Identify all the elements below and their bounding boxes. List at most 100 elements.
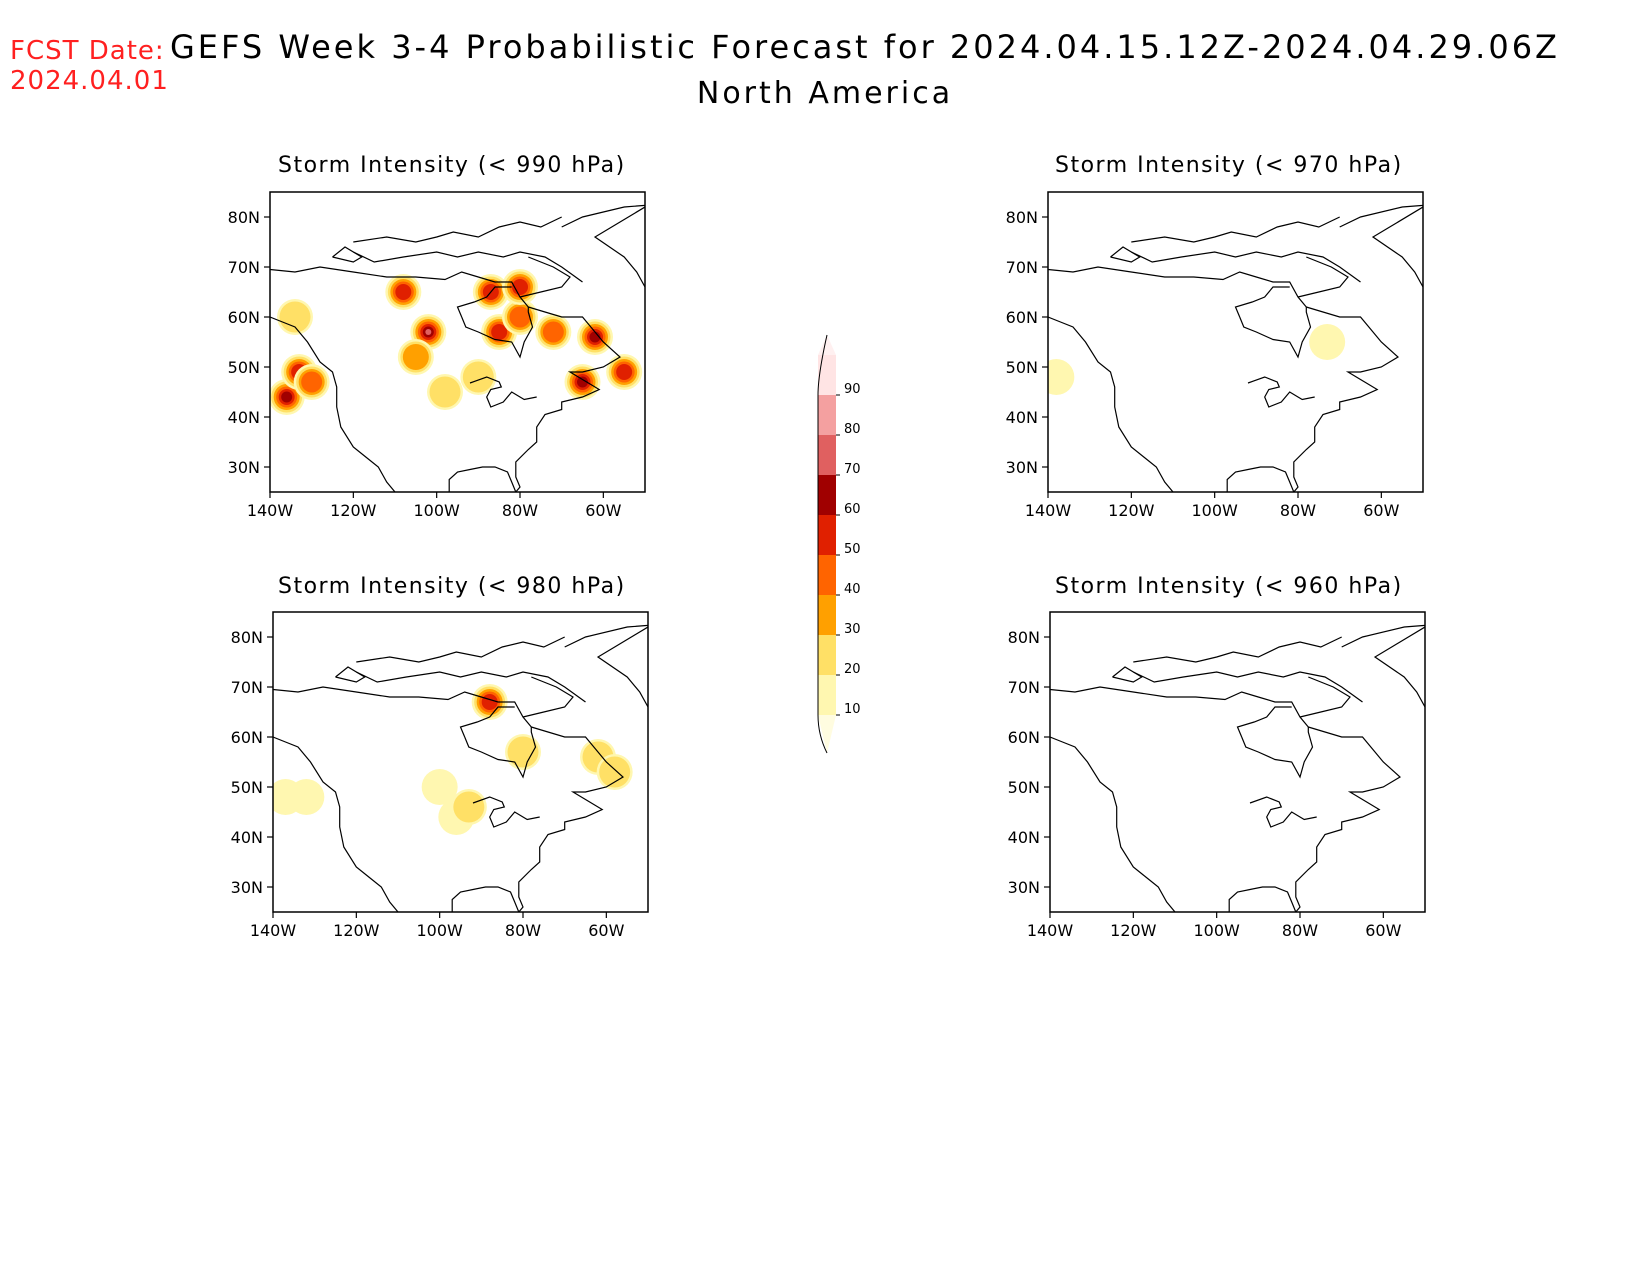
colorbar-label: 40 [844, 582, 861, 597]
lat-tick-label: 60N [231, 728, 263, 747]
coast-segment-8 [356, 671, 586, 703]
coastline [273, 624, 648, 912]
prob-blob-10-40 [542, 321, 564, 343]
map-frame [1049, 611, 1426, 913]
lat-tick-label: 60N [228, 308, 260, 327]
prob-blob-6-10 [421, 769, 458, 805]
coast-segment-0 [1050, 736, 1176, 912]
coast-segment-6 [1339, 204, 1423, 288]
lat-tick-label: 70N [1008, 678, 1040, 697]
colorbar-label: 90 [844, 382, 861, 397]
colorbar-label: 10 [844, 702, 861, 717]
colorbar-label: 30 [844, 622, 861, 637]
prob-blob-13-50 [616, 364, 633, 380]
coast-segment-6 [564, 624, 648, 708]
coast-segment-8 [353, 251, 583, 283]
coast-segment-8 [1133, 671, 1363, 703]
coast-segment-10 [1247, 376, 1315, 408]
prob-blob-3-20 [279, 301, 311, 333]
lon-tick-label: 100W [1193, 921, 1240, 940]
map-panel-970: 80N 70N 60N 50N 40N 30N 140W 120W 100W 80W 60W [1006, 191, 1424, 520]
lon-tick-label: 120W [1108, 501, 1155, 520]
coast-segment-1 [270, 266, 529, 308]
coast-segment-2 [1241, 727, 1314, 779]
coast-segment-1 [1050, 686, 1309, 728]
page-title: GEFS Week 3-4 Probabilistic Forecast for… [170, 28, 1560, 66]
coast-segment-5 [448, 466, 517, 492]
prob-blob-12-60 [577, 376, 588, 388]
coast-segment-5 [451, 886, 520, 912]
colorbar-swatch-60 [818, 475, 836, 515]
lat-tick-label: 70N [228, 258, 260, 277]
coast-segment-3 [1236, 706, 1292, 738]
map-frame [272, 611, 649, 913]
colorbar-label: 50 [844, 542, 861, 557]
coast-segment-7 [353, 216, 562, 243]
coast-segment-5 [1226, 466, 1295, 492]
colorbar-swatch-20 [818, 635, 836, 675]
colorbar-bottom-cap [818, 715, 836, 753]
coastline [270, 204, 645, 492]
lat-tick-label: 70N [1006, 258, 1038, 277]
prob-blob-2-40 [301, 371, 323, 393]
map-frame [269, 191, 646, 493]
prob-blob-0-10 [1048, 359, 1075, 395]
prob-blob-5-70 [425, 329, 432, 335]
prob-blob-5-10 [288, 779, 325, 815]
prob-blob-8-50 [491, 324, 508, 340]
lon-tick-label: 60W [588, 921, 624, 940]
coast-segment-7 [1131, 216, 1340, 243]
coast-segment-6 [1341, 624, 1425, 708]
lat-tick-label: 80N [231, 628, 263, 647]
lon-tick-label: 80W [502, 501, 538, 520]
panel-title-960: Storm Intensity (< 960 hPa) [1055, 574, 1403, 599]
lon-tick-label: 140W [247, 501, 294, 520]
fcst-date-block: FCST Date: 2024.04.01 [10, 36, 169, 96]
probability-field [270, 269, 643, 415]
coast-segment-9 [1110, 246, 1141, 263]
prob-blob-7-20 [429, 376, 461, 408]
coast-segment-6 [561, 204, 645, 288]
coast-segment-9 [332, 246, 363, 263]
lat-tick-label: 30N [1008, 878, 1040, 897]
map-panel-980: 80N 70N 60N 50N 40N 30N 140W 120W 100W 80W 60W [231, 611, 649, 940]
colorbar-swatch-90 [818, 355, 836, 395]
probability-field [1048, 324, 1346, 395]
lat-tick-label: 60N [1006, 308, 1038, 327]
lat-tick-label: 30N [231, 878, 263, 897]
lon-tick-label: 120W [333, 921, 380, 940]
coast-segment-3 [1234, 286, 1290, 318]
colorbar-swatch-10 [818, 675, 836, 715]
map-panel-990: 80N 70N 60N 50N 40N 30N 140W 120W 100W 80W 60W [228, 191, 646, 520]
lon-tick-label: 120W [1110, 921, 1157, 940]
lon-tick-label: 80W [1282, 921, 1318, 940]
prob-blob-6-30 [402, 344, 429, 370]
coast-segment-0 [1048, 316, 1174, 492]
coast-segment-11 [1299, 676, 1351, 718]
lat-tick-label: 60N [1008, 728, 1040, 747]
lat-tick-label: 30N [1006, 458, 1038, 477]
panel-title-990: Storm Intensity (< 990 hPa) [278, 153, 626, 178]
coast-segment-4 [518, 726, 625, 912]
coast-segment-11 [519, 256, 571, 298]
coast-segment-11 [1297, 256, 1349, 298]
lon-tick-label: 140W [1025, 501, 1072, 520]
probability-field [273, 684, 633, 835]
lat-tick-label: 40N [1006, 408, 1038, 427]
lon-tick-label: 60W [1365, 921, 1401, 940]
coast-segment-2 [461, 307, 534, 359]
lon-tick-label: 100W [1191, 501, 1238, 520]
lat-tick-label: 70N [231, 678, 263, 697]
lon-tick-label: 80W [1280, 501, 1316, 520]
coast-segment-2 [1239, 307, 1312, 359]
lat-tick-label: 50N [228, 358, 260, 377]
colorbar-swatch-30 [818, 595, 836, 635]
lat-tick-label: 80N [1008, 628, 1040, 647]
lon-tick-label: 120W [330, 501, 377, 520]
fcst-date: 2024.04.01 [10, 66, 169, 96]
coast-segment-3 [456, 286, 512, 318]
prob-blob-3-20 [599, 756, 631, 788]
colorbar-label: 60 [844, 502, 861, 517]
lat-tick-label: 80N [228, 208, 260, 227]
prob-blob-11-60 [589, 331, 601, 343]
